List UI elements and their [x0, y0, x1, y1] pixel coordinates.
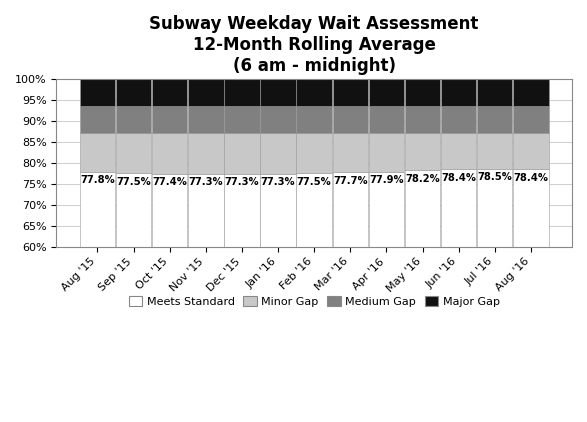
Bar: [152, 133, 187, 173]
Bar: [441, 133, 476, 170]
Bar: [261, 79, 296, 106]
Bar: [513, 106, 549, 133]
Bar: [477, 106, 512, 133]
Bar: [296, 106, 332, 133]
Bar: [333, 172, 368, 246]
Text: 78.2%: 78.2%: [405, 173, 440, 184]
Bar: [224, 79, 259, 106]
Text: 77.3%: 77.3%: [225, 177, 259, 187]
Text: 77.9%: 77.9%: [369, 175, 404, 185]
Bar: [261, 133, 296, 174]
Text: 77.8%: 77.8%: [80, 175, 115, 185]
Bar: [116, 173, 151, 246]
Bar: [152, 173, 187, 246]
Text: 77.7%: 77.7%: [333, 176, 367, 186]
Bar: [80, 79, 115, 106]
Bar: [261, 106, 296, 133]
Bar: [116, 79, 151, 106]
Text: 77.5%: 77.5%: [297, 176, 332, 187]
Bar: [296, 133, 332, 173]
Bar: [477, 133, 512, 169]
Bar: [369, 79, 404, 106]
Text: 77.3%: 77.3%: [188, 177, 223, 187]
Bar: [333, 133, 368, 172]
Bar: [369, 133, 404, 171]
Text: 78.4%: 78.4%: [514, 173, 548, 183]
Bar: [188, 106, 224, 133]
Bar: [369, 171, 404, 246]
Bar: [441, 170, 476, 246]
Text: 77.3%: 77.3%: [261, 177, 295, 187]
Bar: [116, 106, 151, 133]
Bar: [405, 106, 440, 133]
Bar: [188, 174, 224, 246]
Bar: [224, 174, 259, 246]
Bar: [405, 79, 440, 106]
Bar: [477, 79, 512, 106]
Bar: [152, 79, 187, 106]
Bar: [405, 133, 440, 170]
Bar: [80, 106, 115, 133]
Bar: [296, 79, 332, 106]
Legend: Meets Standard, Minor Gap, Medium Gap, Major Gap: Meets Standard, Minor Gap, Medium Gap, M…: [124, 292, 504, 311]
Bar: [477, 169, 512, 246]
Text: 77.4%: 77.4%: [152, 177, 187, 187]
Bar: [224, 133, 259, 174]
Bar: [152, 106, 187, 133]
Bar: [513, 79, 549, 106]
Bar: [369, 106, 404, 133]
Bar: [405, 170, 440, 246]
Bar: [513, 170, 549, 246]
Bar: [513, 133, 549, 170]
Bar: [116, 133, 151, 173]
Text: 78.4%: 78.4%: [441, 173, 476, 183]
Bar: [441, 106, 476, 133]
Bar: [333, 106, 368, 133]
Bar: [333, 79, 368, 106]
Bar: [80, 133, 115, 172]
Bar: [441, 79, 476, 106]
Bar: [224, 106, 259, 133]
Text: 78.5%: 78.5%: [477, 172, 512, 182]
Text: 77.5%: 77.5%: [116, 176, 151, 187]
Bar: [188, 133, 224, 174]
Bar: [80, 172, 115, 246]
Title: Subway Weekday Wait Assessment
12-Month Rolling Average
(6 am - midnight): Subway Weekday Wait Assessment 12-Month …: [150, 15, 479, 75]
Bar: [188, 79, 224, 106]
Bar: [296, 173, 332, 246]
Bar: [261, 174, 296, 246]
